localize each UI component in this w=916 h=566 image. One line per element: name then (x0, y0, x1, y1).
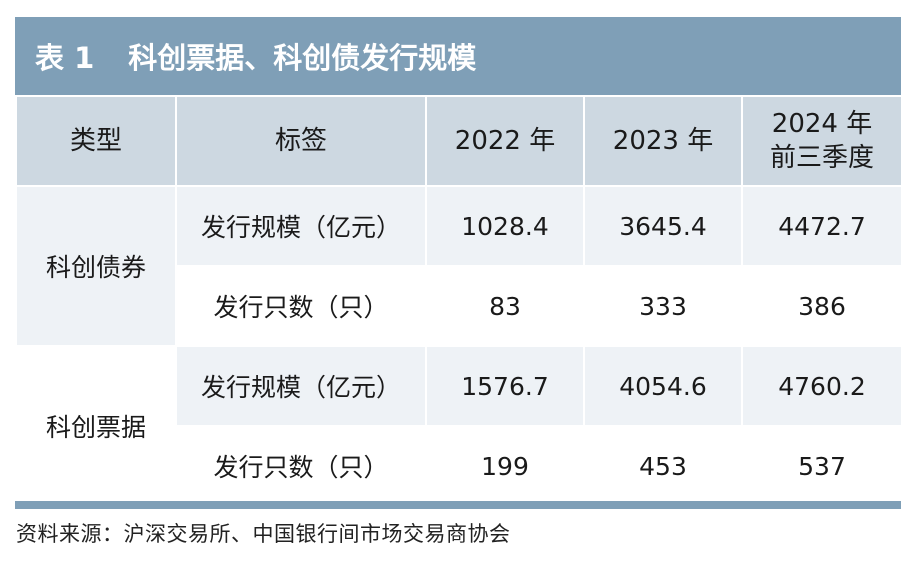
value-2023: 3645.4 (583, 185, 743, 267)
value-2023: 453 (583, 425, 743, 507)
row-label: 发行规模（亿元） (175, 185, 427, 267)
table-title: 科创票据、科创债发行规模 (128, 41, 477, 75)
group-type-cell: 科创票据 (15, 345, 177, 507)
table-row: 发行只数（只） 199 453 537 (16, 425, 903, 507)
table-title-bar: 表 1 科创票据、科创债发行规模 (15, 17, 901, 95)
header-2024: 2024 年 前三季度 (741, 95, 903, 187)
header-2023: 2023 年 (583, 95, 743, 187)
value-2023: 4054.6 (583, 345, 743, 427)
value-2024: 537 (741, 425, 903, 507)
table-bottom-rule (15, 501, 901, 509)
header-row: 类型 标签 2022 年 2023 年 2024 年 前三季度 (15, 95, 903, 187)
row-label: 发行只数（只） (175, 425, 427, 507)
header-2022: 2022 年 (425, 95, 585, 187)
value-2022: 1576.7 (425, 345, 585, 427)
table-card: 表 1 科创票据、科创债发行规模 类型 标签 2022 年 2023 年 202… (15, 17, 903, 509)
row-label: 发行只数（只） (175, 265, 427, 347)
source-note: 资料来源：沪深交易所、中国银行间市场交易商协会 (16, 522, 511, 546)
value-2022: 1028.4 (425, 185, 585, 267)
value-2024: 4472.7 (741, 185, 903, 267)
header-2024-period: 前三季度 (769, 143, 874, 173)
header-type: 类型 (15, 95, 177, 187)
row-label: 发行规模（亿元） (175, 345, 427, 427)
header-label: 标签 (175, 95, 427, 187)
value-2024: 4760.2 (741, 345, 903, 427)
value-2023: 333 (583, 265, 743, 347)
value-2022: 83 (425, 265, 585, 347)
table-row: 发行只数（只） 83 333 386 (16, 265, 903, 347)
header-2024-year: 2024 年 (771, 109, 873, 139)
table-row: 科创票据 发行规模（亿元） 1576.7 4054.6 4760.2 (15, 345, 903, 507)
table-row: 科创债券 发行规模（亿元） 1028.4 3645.4 4472.7 (15, 185, 903, 347)
table-number: 表 1 (35, 41, 95, 75)
value-2022: 199 (425, 425, 585, 507)
issuance-table: 类型 标签 2022 年 2023 年 2024 年 前三季度 科创债券 发行规… (15, 95, 903, 507)
value-2024: 386 (741, 265, 903, 347)
group-type-cell: 科创债券 (15, 185, 177, 347)
